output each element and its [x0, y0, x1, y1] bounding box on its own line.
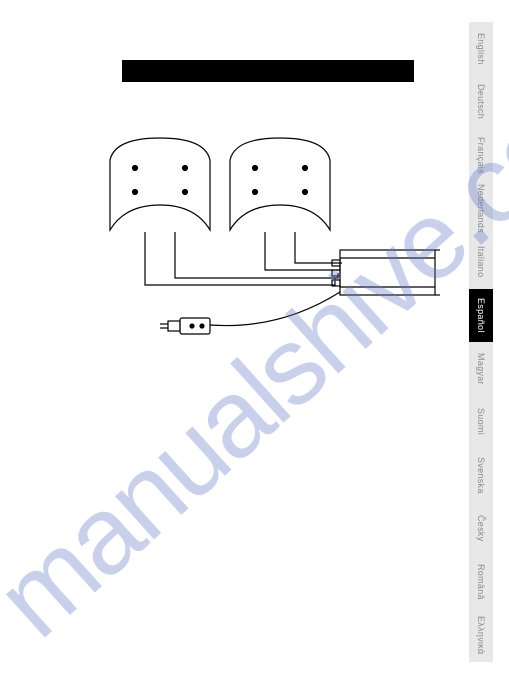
lang-tab-suomi[interactable]: Suomi — [469, 395, 493, 448]
lang-tab-magyar[interactable]: Magyar — [469, 342, 493, 395]
lang-tab-nederlands[interactable]: Nederlands — [469, 182, 493, 235]
speaker-wiring-svg — [80, 130, 440, 390]
wiring-diagram — [80, 130, 440, 390]
lang-tab-ellinika[interactable]: Ελληνικά — [469, 609, 493, 662]
lang-tab-svenska[interactable]: Svenska — [469, 449, 493, 502]
lang-tab-italiano[interactable]: Italiano — [469, 235, 493, 288]
lang-tab-english[interactable]: English — [469, 22, 493, 75]
lang-tab-espanol[interactable]: Español — [469, 289, 493, 342]
language-tabs: English Deutsch Français Nederlands Ital… — [469, 22, 493, 662]
lang-tab-francais[interactable]: Français — [469, 129, 493, 182]
lang-tab-cesky[interactable]: Česky — [469, 502, 493, 555]
section-header-bar — [122, 60, 414, 82]
lang-tab-romana[interactable]: Română — [469, 555, 493, 608]
lang-tab-deutsch[interactable]: Deutsch — [469, 75, 493, 128]
manual-page: English Deutsch Français Nederlands Ital… — [0, 0, 509, 692]
